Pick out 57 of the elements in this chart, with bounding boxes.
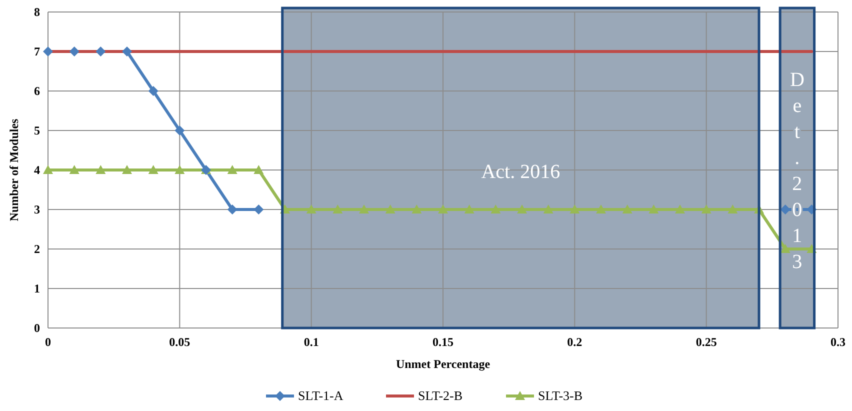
point bbox=[780, 244, 790, 253]
point bbox=[174, 165, 185, 174]
x-tick-label: 0.05 bbox=[169, 335, 190, 349]
point bbox=[412, 204, 422, 214]
point bbox=[622, 204, 632, 214]
point bbox=[728, 204, 738, 214]
legend-label: SLT-1-A bbox=[298, 388, 344, 403]
point bbox=[701, 204, 712, 214]
point bbox=[254, 165, 264, 174]
x-tick-label: 0.2 bbox=[567, 335, 582, 349]
point bbox=[385, 204, 396, 214]
point bbox=[122, 165, 132, 174]
point bbox=[122, 46, 132, 56]
point bbox=[306, 204, 316, 214]
x-axis-title: Unmet Percentage bbox=[396, 357, 491, 371]
point bbox=[438, 204, 448, 214]
point bbox=[174, 126, 185, 136]
y-tick-label: 5 bbox=[34, 124, 40, 138]
legend-label: SLT-2-B bbox=[418, 388, 463, 403]
y-tick-label: 0 bbox=[34, 321, 40, 335]
point bbox=[96, 165, 106, 174]
point bbox=[648, 204, 659, 214]
point bbox=[43, 165, 53, 174]
point bbox=[780, 204, 790, 214]
point bbox=[490, 204, 501, 214]
point bbox=[332, 204, 343, 214]
y-tick-label: 8 bbox=[34, 5, 40, 19]
band-label: Act. 2016 bbox=[481, 161, 560, 183]
point bbox=[148, 165, 158, 174]
point bbox=[359, 204, 369, 214]
x-tick-label: 0.25 bbox=[696, 335, 717, 349]
x-tick-label: 0.1 bbox=[304, 335, 319, 349]
y-tick-label: 2 bbox=[34, 242, 40, 256]
point bbox=[464, 204, 474, 214]
point bbox=[69, 46, 80, 56]
point bbox=[254, 204, 264, 214]
point bbox=[675, 204, 685, 214]
point bbox=[227, 165, 238, 174]
point bbox=[570, 204, 580, 214]
y-tick-label: 6 bbox=[34, 84, 40, 98]
x-tick-label: 0.3 bbox=[830, 335, 846, 349]
point bbox=[543, 204, 554, 214]
point bbox=[69, 165, 80, 174]
y-tick-label: 1 bbox=[34, 282, 40, 296]
x-tick-label: 0.15 bbox=[432, 335, 454, 349]
point bbox=[596, 204, 606, 214]
point bbox=[227, 204, 238, 214]
y-tick-label: 4 bbox=[34, 163, 40, 177]
point bbox=[96, 46, 106, 56]
legend-label: SLT-3-B bbox=[538, 388, 583, 403]
y-axis-title: Number of Modules bbox=[7, 118, 21, 222]
x-tick-label: 0 bbox=[45, 335, 51, 349]
y-tick-label: 3 bbox=[34, 202, 40, 216]
point bbox=[43, 46, 53, 56]
point bbox=[148, 86, 158, 96]
y-tick-label: 7 bbox=[34, 44, 40, 58]
point bbox=[517, 204, 527, 214]
